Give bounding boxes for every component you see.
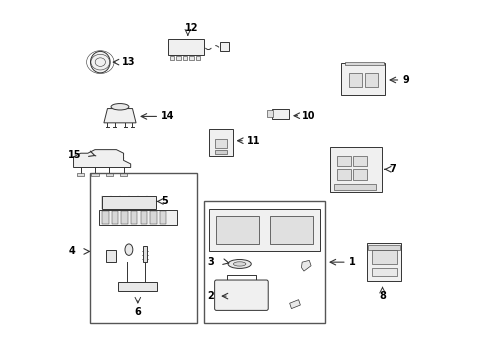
Bar <box>102 211 109 224</box>
Bar <box>217 216 259 244</box>
Bar <box>334 184 376 190</box>
Bar <box>122 211 128 224</box>
FancyBboxPatch shape <box>341 63 385 95</box>
Bar <box>215 150 227 154</box>
Polygon shape <box>74 150 131 167</box>
Bar <box>348 73 362 87</box>
Text: 11: 11 <box>247 136 260 146</box>
Bar <box>160 211 167 224</box>
Bar <box>337 156 351 166</box>
Bar <box>183 56 187 60</box>
Bar <box>98 210 177 225</box>
Polygon shape <box>104 109 136 123</box>
Polygon shape <box>290 300 300 309</box>
Text: 12: 12 <box>185 23 198 33</box>
Text: 3: 3 <box>207 257 214 267</box>
Text: 7: 7 <box>390 164 396 174</box>
Bar <box>150 211 157 224</box>
Text: 4: 4 <box>68 247 75 256</box>
Ellipse shape <box>228 260 251 269</box>
Ellipse shape <box>125 244 133 255</box>
Text: 8: 8 <box>379 291 386 301</box>
Bar <box>118 282 157 291</box>
Bar <box>270 216 313 244</box>
Bar <box>272 109 289 119</box>
FancyBboxPatch shape <box>209 129 233 156</box>
Bar <box>365 73 378 87</box>
Bar <box>168 39 204 55</box>
Text: 13: 13 <box>122 57 135 67</box>
Bar <box>204 202 325 323</box>
Bar <box>106 173 113 176</box>
Bar <box>170 56 174 60</box>
Text: 1: 1 <box>348 257 355 267</box>
Bar <box>372 249 397 264</box>
Text: 15: 15 <box>68 150 82 160</box>
Bar <box>106 249 116 262</box>
Bar <box>120 173 127 176</box>
Text: 5: 5 <box>161 197 168 206</box>
Bar <box>92 173 98 176</box>
Text: 9: 9 <box>402 75 409 85</box>
Bar <box>131 211 138 224</box>
Bar <box>267 111 272 117</box>
Bar <box>143 246 147 262</box>
Polygon shape <box>301 260 311 271</box>
Polygon shape <box>209 208 320 251</box>
Bar <box>77 173 84 176</box>
Bar <box>345 62 384 65</box>
Bar <box>368 246 400 249</box>
FancyBboxPatch shape <box>367 243 401 281</box>
Bar <box>90 173 197 323</box>
Text: 2: 2 <box>207 291 214 301</box>
Ellipse shape <box>233 262 246 266</box>
Bar <box>220 42 229 51</box>
Bar <box>176 56 181 60</box>
Ellipse shape <box>91 51 110 73</box>
Text: 6: 6 <box>134 307 141 317</box>
Bar <box>337 169 351 180</box>
FancyBboxPatch shape <box>215 280 268 310</box>
Bar <box>189 56 194 60</box>
Bar <box>196 56 200 60</box>
Bar <box>112 211 118 224</box>
Text: 10: 10 <box>302 111 316 121</box>
Bar <box>372 267 397 276</box>
FancyBboxPatch shape <box>330 147 382 192</box>
Text: 14: 14 <box>161 111 174 121</box>
Bar <box>353 169 367 180</box>
Bar <box>215 139 227 148</box>
Bar <box>353 156 367 166</box>
Ellipse shape <box>111 104 129 110</box>
Bar <box>141 211 147 224</box>
Bar <box>102 196 156 208</box>
